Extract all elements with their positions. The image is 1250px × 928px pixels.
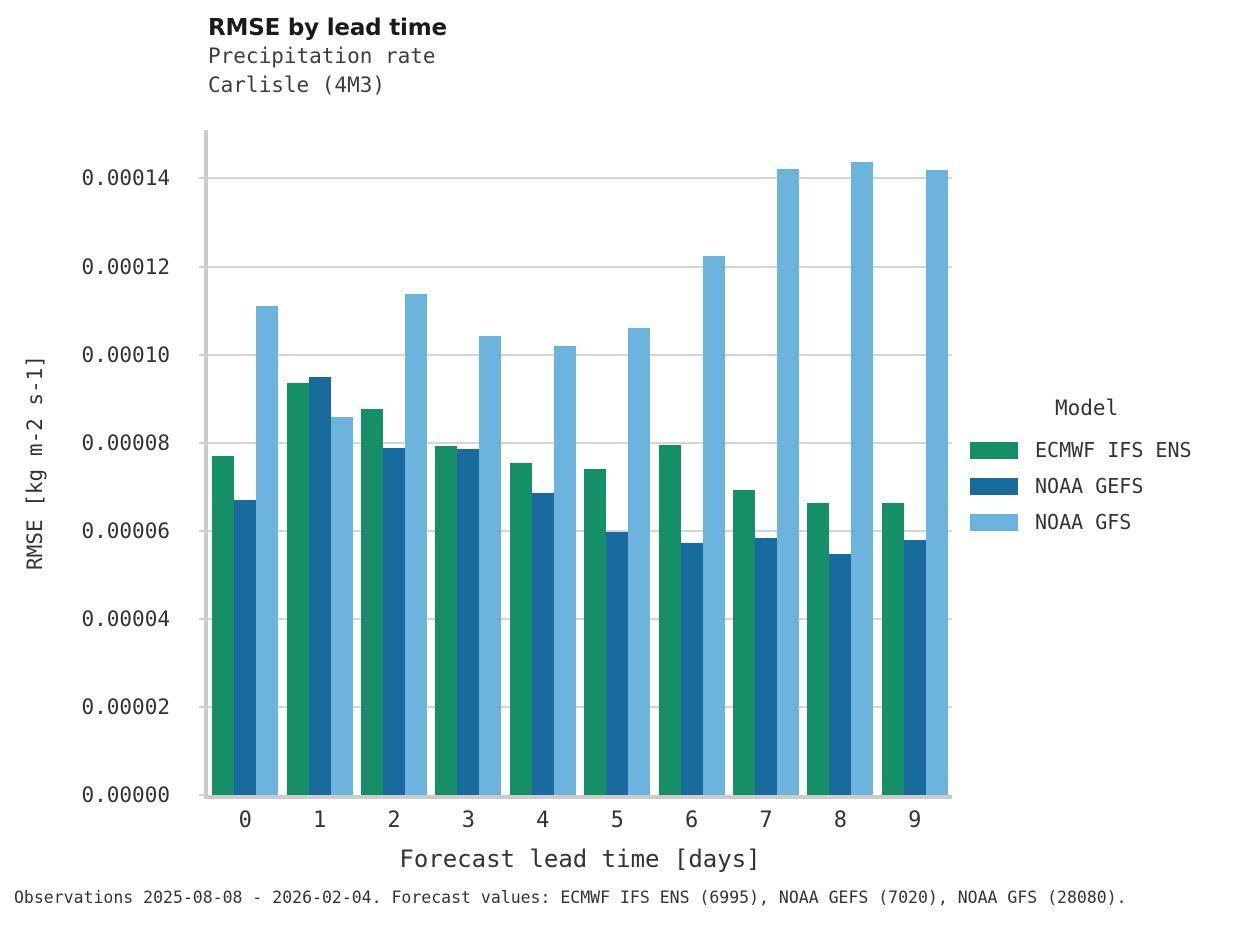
y-axis-tick-labels: 0.00000 0.00002 0.00004 0.00006 0.00008 0.000… [0,130,170,810]
bar [925,170,948,795]
gridline [208,265,952,268]
chart-subtitle-variable: Precipitation rate [208,44,436,68]
y-axis-tick-mark [199,177,206,180]
bar [658,444,681,795]
y-axis-tick-label: 0.00012 [81,254,170,279]
bar [755,538,777,795]
bar [286,383,309,795]
bar [330,417,353,795]
y-axis-tick-mark [199,617,206,620]
bar [383,447,405,795]
legend-entry[interactable]: NOAA GEFS [970,468,1250,504]
bar [553,345,576,795]
plot-area [199,130,952,799]
y-axis-tick-label: 0.00010 [81,342,170,367]
page-title: RMSE by lead time [208,15,447,41]
bar [702,255,725,795]
x-axis-title: Forecast lead time [days] [399,845,761,873]
x-axis-tick-label: 6 [684,808,699,833]
y-axis-tick-mark [199,529,206,532]
x-axis-line [204,795,952,799]
bar [881,503,904,795]
gridline [208,353,952,356]
bar [457,449,480,795]
legend-title: Model [1055,396,1119,420]
bar [308,377,331,795]
x-axis-tick-label: 1 [312,808,327,833]
gridline [208,617,952,620]
bar [509,462,532,795]
y-axis-line [204,130,208,795]
x-axis-tick-label: 0 [238,808,252,833]
x-axis-tick-label: 4 [536,808,550,833]
footer-note: Observations 2025-08-08 - 2026-02-04. Fo… [14,888,1127,907]
gridline [208,529,952,532]
bar [829,553,852,795]
legend-swatch [970,441,1018,459]
legend-entry[interactable]: ECMWF IFS ENS [970,432,1250,468]
bar [584,469,607,795]
x-axis-tick-label: 7 [759,808,773,833]
x-axis-tick-label: 2 [387,808,401,833]
y-axis-tick-label: 0.00008 [81,430,170,455]
bar [777,169,799,795]
y-axis-tick-label: 0.00002 [81,694,170,719]
title-block: RMSE by lead time Precipitation rate Car… [208,14,908,100]
legend-label: NOAA GEFS [1035,474,1144,498]
y-axis-tick-mark [199,353,206,356]
y-axis-tick-mark [199,705,206,708]
y-axis-tick-mark [199,441,206,444]
x-axis-tick-label: 5 [610,808,624,833]
bar [606,531,629,795]
x-axis-tick-label: 9 [908,808,922,833]
legend-label: NOAA GFS [1035,510,1132,534]
bar [212,455,235,795]
bar [733,489,755,795]
y-axis-tick-label: 0.00004 [81,606,170,631]
legend: Model ECMWF IFS ENS NOAA GEFS NOAA GFS [970,396,1250,540]
bar [479,335,502,795]
legend-entry[interactable]: NOAA GFS [970,504,1250,540]
legend-swatch [970,513,1018,531]
legend-swatch [970,477,1018,495]
x-axis-tick-label: 8 [833,808,848,833]
bar [435,445,458,795]
y-axis-tick-label: 0.00014 [81,166,170,191]
gridline [208,177,952,180]
bar [361,409,383,795]
y-axis-tick-mark [199,265,206,268]
bar [680,542,703,795]
bar [851,162,874,795]
legend-entries: ECMWF IFS ENS NOAA GEFS NOAA GFS [970,432,1250,540]
y-axis-tick-label: 0.00006 [81,518,170,543]
bar [807,503,830,795]
gridline [208,705,952,708]
bar [405,294,427,795]
bar [903,540,926,795]
bar [531,492,554,795]
y-axis-tick-label: 0.00000 [81,783,170,807]
legend-label: ECMWF IFS ENS [1035,438,1192,462]
x-axis-tick-label: 3 [461,808,476,833]
y-axis-tick-mark [199,794,206,796]
chart-subtitle-location: Carlisle (4M3) [208,73,386,97]
bar [628,328,651,795]
gridline [208,441,952,444]
bar [234,499,257,795]
bar [256,306,279,795]
